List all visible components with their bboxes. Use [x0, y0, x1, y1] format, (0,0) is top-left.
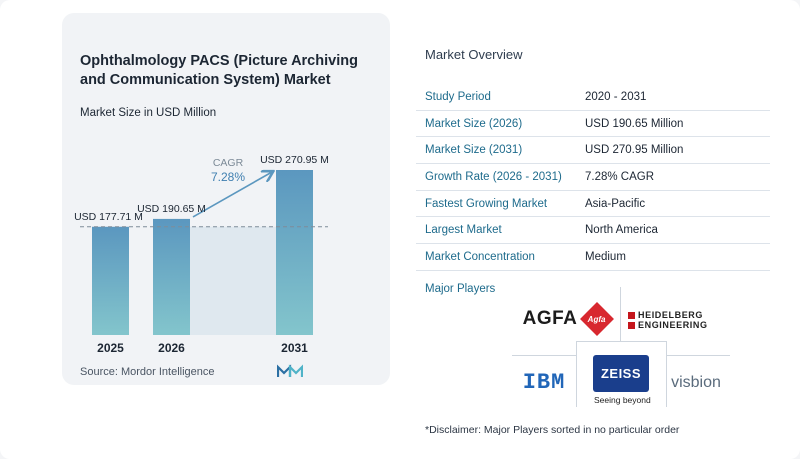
- heidelberg-square-icon: [628, 311, 635, 319]
- players-divider-h3: [666, 355, 730, 356]
- overview-row-key: Largest Market: [425, 224, 502, 237]
- bar-2031: [276, 170, 313, 335]
- chart-title: Ophthalmology PACS (Picture Archiving an…: [80, 53, 358, 88]
- players-divider-v3: [666, 341, 667, 407]
- overview-row-value: Medium: [585, 250, 626, 263]
- agfa-wordmark: AGFA: [522, 308, 578, 329]
- overview-row-value: North America: [585, 224, 658, 237]
- tick-label-2031: 2031: [281, 341, 308, 355]
- bar-2025: [92, 226, 129, 335]
- overview-row-key: Study Period: [425, 90, 491, 103]
- players-divider-v1: [620, 287, 621, 341]
- overview-row-key: Market Concentration: [425, 250, 535, 263]
- overview-row: Fastest Growing Market Asia-Pacific: [416, 191, 770, 218]
- zeiss-logo: ZEISS: [593, 355, 649, 392]
- zeiss-wordmark: ZEISS: [600, 366, 642, 381]
- overview-title: Market Overview: [425, 47, 523, 62]
- overview-row: Growth Rate (2026 - 2031) 7.28% CAGR: [416, 164, 770, 191]
- data-label-2031: USD 270.95 M: [260, 154, 329, 166]
- major-players-label: Major Players: [425, 283, 496, 295]
- players-divider-h1: [512, 355, 576, 356]
- projection-area: [190, 226, 276, 335]
- overview-row: Study Period 2020 - 2031: [416, 84, 770, 111]
- chart-subtitle: Market Size in USD Million: [80, 107, 217, 119]
- players-divider-h2: [576, 341, 666, 342]
- overview-row: Largest Market North America: [416, 217, 770, 245]
- heidelberg-line1: HEIDELBERG: [638, 310, 704, 320]
- overview-row-value: USD 190.65 Million: [585, 117, 684, 130]
- tick-label-2026: 2026: [158, 341, 185, 355]
- ibm-logo: IBM: [515, 369, 573, 395]
- overview-row-value: USD 270.95 Million: [585, 144, 684, 157]
- cagr-arrow: [192, 172, 272, 218]
- agfa-rhombus-icon: Agfa: [580, 302, 615, 336]
- overview-row-key: Market Size (2026): [425, 117, 523, 130]
- disclaimer: *Disclaimer: Major Players sorted in no …: [425, 424, 680, 436]
- visbion-logo: visbion: [671, 374, 721, 391]
- source-note: Source: Mordor Intelligence: [80, 366, 215, 378]
- overview-row-key: Market Size (2031): [425, 144, 523, 157]
- data-label-2025: USD 177.71 M: [74, 211, 143, 223]
- overview-table: Study Period 2020 - 2031 Market Size (2026…: [416, 84, 770, 271]
- overview-row-value: Asia-Pacific: [585, 197, 646, 210]
- heidelberg-logo: HEIDELBERG ENGINEERING: [628, 309, 724, 331]
- tick-label-2025: 2025: [97, 341, 124, 355]
- zeiss-tagline: Seeing beyond: [594, 395, 651, 405]
- overview-row-key: Growth Rate (2026 - 2031): [425, 170, 562, 183]
- overview-row-value: 2020 - 2031: [585, 90, 647, 103]
- overview-row-key: Fastest Growing Market: [425, 197, 548, 210]
- bar-2026: [153, 218, 190, 335]
- cagr-label: CAGR: [213, 157, 244, 169]
- overview-row: Market Size (2026) USD 190.65 Million: [416, 111, 770, 138]
- heidelberg-square-icon-2: [628, 321, 635, 329]
- agfa-logo: AGFA Agfa: [516, 302, 616, 336]
- overview-row: Market Size (2031) USD 270.95 Million: [416, 137, 770, 165]
- players-divider-v2: [576, 341, 577, 407]
- overview-row-value: 7.28% CAGR: [585, 170, 655, 183]
- overview-row: Market Concentration Medium: [416, 244, 770, 271]
- cagr-value: 7.28%: [211, 170, 245, 184]
- data-label-2026: USD 190.65 M: [137, 203, 206, 215]
- heidelberg-line2: ENGINEERING: [638, 320, 708, 330]
- mordor-logo-icon: [277, 364, 303, 377]
